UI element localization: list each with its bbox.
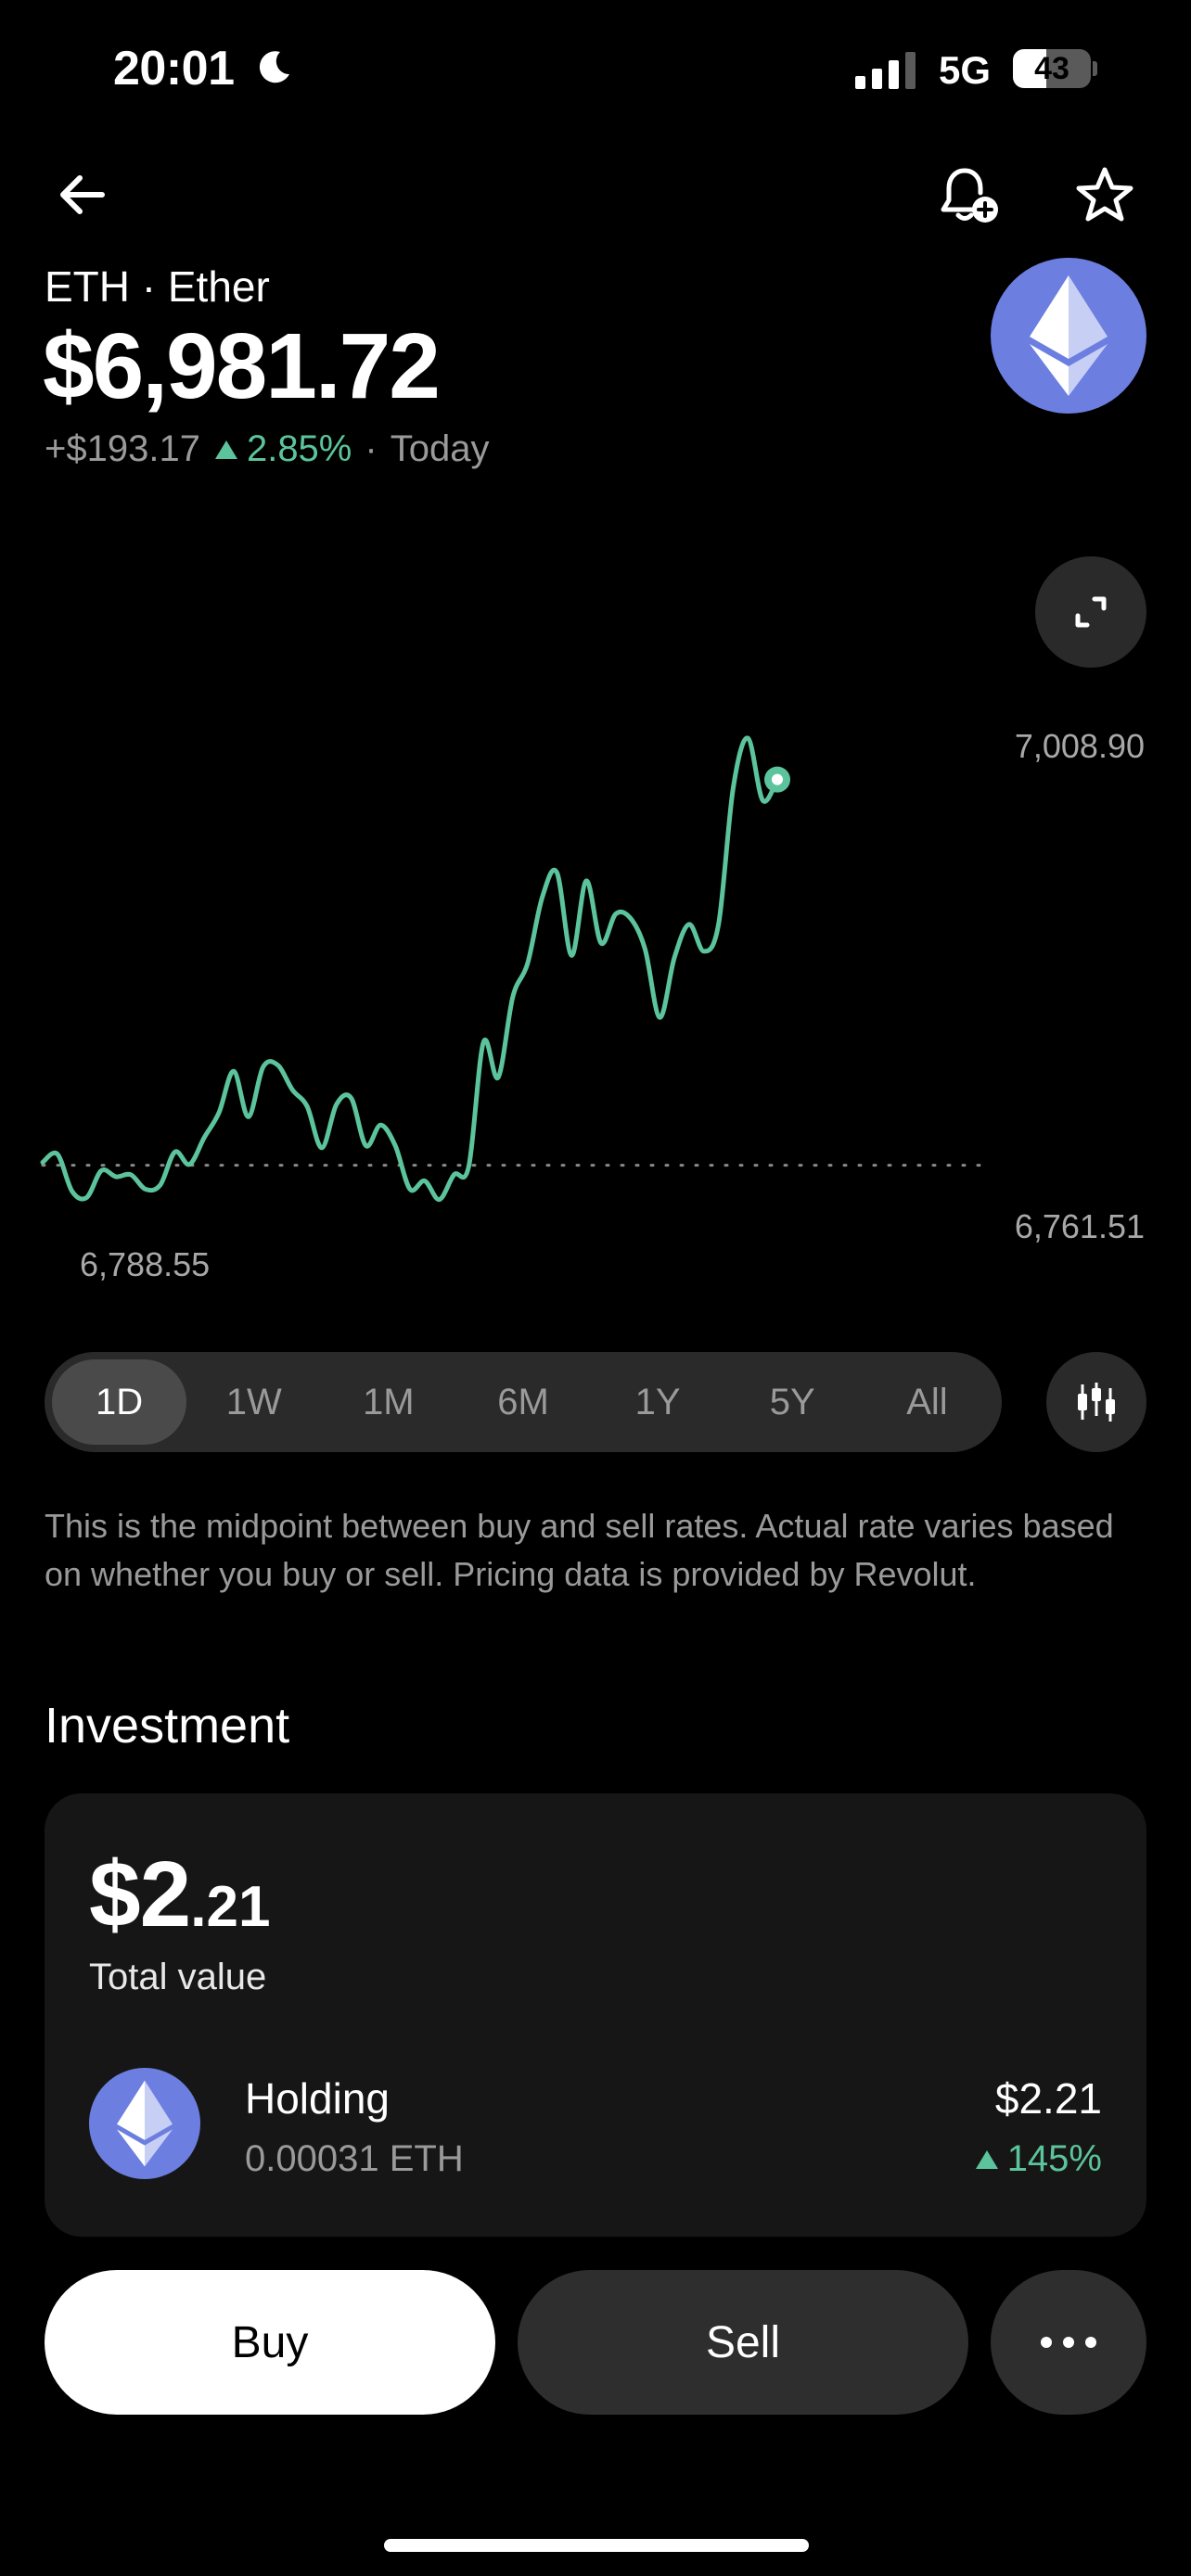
chart-low-label: 6,761.51 [1014, 1207, 1145, 1245]
price-chart[interactable] [0, 649, 1191, 1298]
separator-dot: · [365, 428, 378, 469]
current-price-marker-center [772, 773, 783, 785]
change-absolute: +$193.17 [45, 428, 200, 469]
total-value-label: Total value [89, 1957, 267, 1997]
change-percent-value: 2.85% [246, 428, 352, 469]
change-period: Today [390, 428, 490, 469]
back-arrow-icon [60, 175, 105, 214]
holding-quantity: 0.00031 ETH [245, 2138, 464, 2179]
watchlist-star-button[interactable] [1065, 156, 1145, 236]
range-tab-1y[interactable]: 1Y [634, 1381, 681, 1422]
ethereum-logo [991, 258, 1146, 414]
holding-percent-value: 145% [1006, 2138, 1102, 2179]
back-button[interactable] [45, 158, 119, 232]
up-triangle-icon [214, 440, 237, 459]
price-change-row: +$193.17 2.85% · Today [45, 428, 489, 470]
range-tab-1m[interactable]: 1M [363, 1381, 415, 1422]
home-indicator [384, 2539, 809, 2552]
ethereum-logo [89, 2068, 200, 2179]
range-tab-1d[interactable]: 1D [52, 1359, 187, 1445]
more-dot [1063, 2337, 1074, 2348]
total-value-cents: .21 [190, 1875, 271, 1939]
more-dot [1041, 2337, 1052, 2348]
range-tab-1w[interactable]: 1W [225, 1381, 282, 1422]
status-time: 20:01 [113, 42, 235, 96]
candlestick-icon [1078, 1383, 1115, 1422]
more-dot [1085, 2337, 1096, 2348]
range-tab-6m[interactable]: 6M [497, 1381, 549, 1422]
time-range-selector: 1D 1W 1M 6M 1Y 5Y All [45, 1352, 1002, 1452]
chart-start-label: 6,788.55 [80, 1245, 211, 1283]
price-line [40, 735, 780, 1203]
current-price: $6,981.72 [43, 314, 441, 418]
pricing-disclaimer: This is the midpoint between buy and sel… [45, 1507, 1114, 1593]
star-icon [1076, 167, 1133, 222]
battery-level: 43 [1034, 51, 1069, 86]
asset-label: ETH · Ether [45, 262, 270, 311]
battery-icon: 43 [1013, 49, 1097, 88]
total-value-main: $2 [89, 1843, 191, 1946]
expand-icon [1075, 596, 1107, 628]
holding-value: $2.21 [994, 2074, 1102, 2123]
more-options-button[interactable] [991, 2270, 1146, 2415]
holding-name: Holding [245, 2074, 390, 2123]
signal-icon [855, 52, 916, 89]
holding-percent: 145% [968, 2138, 1102, 2180]
status-bar: 20:01 5G 43 [0, 0, 1191, 139]
range-tab-all[interactable]: All [906, 1381, 948, 1422]
investment-card[interactable]: $2 .21 Total value Holding 0.00031 ETH $… [45, 1793, 1146, 2237]
candlestick-toggle-button[interactable] [1046, 1352, 1146, 1452]
network-type: 5G [939, 48, 992, 92]
moon-icon [259, 51, 289, 83]
sell-button[interactable]: Sell [518, 2270, 968, 2415]
investment-section-title: Investment [45, 1698, 290, 1753]
bell-plus-icon [941, 168, 998, 223]
total-value-amount: $2 .21 [89, 1842, 270, 1948]
price-alert-button[interactable] [929, 156, 1009, 236]
up-triangle-icon [975, 2149, 998, 2169]
buy-button[interactable]: Buy [45, 2270, 495, 2415]
expand-chart-button[interactable] [1035, 556, 1146, 668]
change-percent: 2.85% [208, 428, 352, 470]
chart-high-label: 7,008.90 [1014, 727, 1145, 765]
range-tab-5y[interactable]: 5Y [769, 1381, 815, 1422]
